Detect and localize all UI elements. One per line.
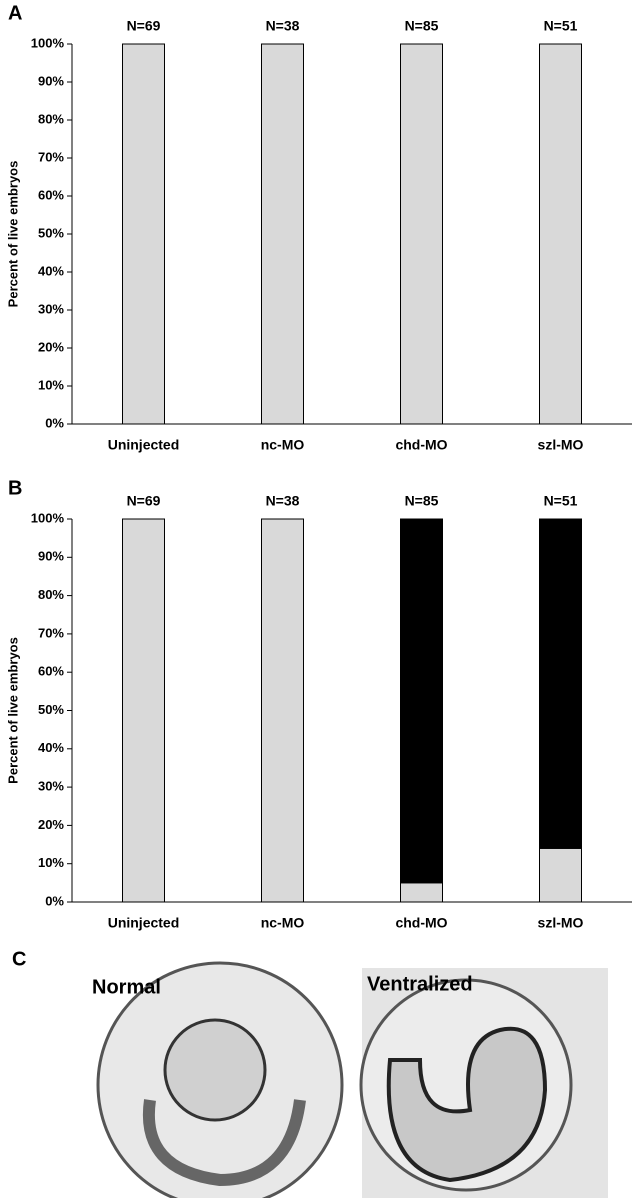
annotation: N=69 bbox=[127, 18, 161, 34]
x-tick-label: chd-MO bbox=[395, 915, 447, 931]
y-tick-label: 20% bbox=[38, 339, 64, 354]
annotation: N=51 bbox=[544, 18, 578, 34]
y-tick-label: 50% bbox=[38, 225, 64, 240]
y-tick-label: 80% bbox=[38, 111, 64, 126]
image-label: Ventralized bbox=[367, 973, 473, 995]
bar-segment bbox=[400, 882, 443, 903]
bar-segment bbox=[400, 518, 443, 884]
x-tick-label: Uninjected bbox=[108, 915, 180, 931]
y-tick-label: 0% bbox=[45, 415, 64, 430]
x-tick-label: szl-MO bbox=[538, 437, 584, 453]
x-tick-label: nc-MO bbox=[261, 915, 305, 931]
y-tick-label: 60% bbox=[38, 187, 64, 202]
bar-segment bbox=[539, 43, 582, 425]
y-tick-label: 10% bbox=[38, 377, 64, 392]
bar-segment bbox=[539, 847, 582, 903]
y-tick-label: 70% bbox=[38, 149, 64, 164]
annotation: N=38 bbox=[266, 18, 300, 34]
x-tick-label: Uninjected bbox=[108, 437, 180, 453]
panel-label: B bbox=[8, 477, 22, 499]
y-tick-label: 100% bbox=[31, 510, 65, 525]
annotation: N=38 bbox=[266, 493, 300, 509]
annotation: N=85 bbox=[405, 493, 439, 509]
annotation: N=69 bbox=[127, 493, 161, 509]
y-axis-label: Percent of live embryos bbox=[5, 161, 20, 308]
bar-segment bbox=[261, 43, 304, 425]
annotation: N=85 bbox=[405, 18, 439, 34]
y-tick-label: 30% bbox=[38, 779, 64, 794]
y-tick-label: 90% bbox=[38, 73, 64, 88]
y-tick-label: 60% bbox=[38, 664, 64, 679]
bar-segment bbox=[122, 43, 165, 425]
panel-c: C Normal Ventralized bbox=[12, 948, 608, 1203]
y-tick-label: 0% bbox=[45, 893, 64, 908]
x-tick-label: chd-MO bbox=[395, 437, 447, 453]
y-tick-label: 90% bbox=[38, 549, 64, 564]
embryo-body bbox=[386, 1026, 548, 1183]
bar-segment bbox=[400, 43, 443, 425]
y-tick-label: 40% bbox=[38, 740, 64, 755]
x-tick-label: szl-MO bbox=[538, 915, 584, 931]
y-axis-label: Percent of live embryos bbox=[5, 637, 20, 784]
panel-label: C bbox=[12, 948, 26, 970]
bar-segment bbox=[261, 518, 304, 903]
y-tick-label: 50% bbox=[38, 702, 64, 717]
annotation: N=51 bbox=[544, 493, 578, 509]
y-tick-label: 100% bbox=[31, 35, 65, 50]
y-tick-label: 30% bbox=[38, 301, 64, 316]
bar-segment bbox=[539, 518, 582, 849]
y-tick-label: 80% bbox=[38, 587, 64, 602]
embryo-tail bbox=[142, 1099, 306, 1187]
image-label: Normal bbox=[92, 976, 161, 998]
yolk bbox=[163, 1018, 267, 1122]
x-tick-label: nc-MO bbox=[261, 437, 305, 453]
y-tick-label: 20% bbox=[38, 817, 64, 832]
y-tick-label: 10% bbox=[38, 855, 64, 870]
panel-label: A bbox=[8, 2, 22, 24]
y-tick-label: 40% bbox=[38, 263, 64, 278]
y-tick-label: 70% bbox=[38, 625, 64, 640]
bar-segment bbox=[122, 518, 165, 903]
